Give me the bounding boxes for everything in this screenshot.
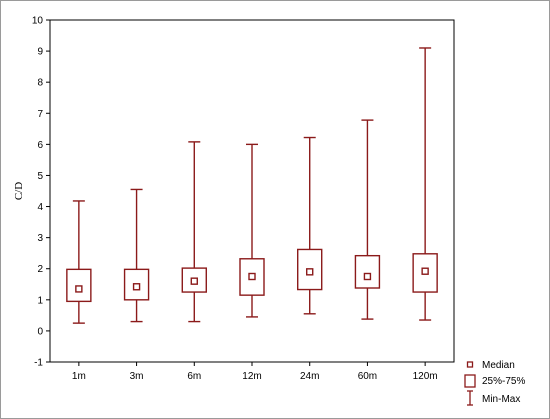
box-1m [66,200,92,324]
box-24m [297,136,323,315]
y-axis-label: C/D [13,182,25,200]
y-tick-label: 9 [37,47,43,58]
legend-median-marker [466,361,474,368]
legend: Median 25%-75% Min-Max [464,360,525,406]
y-tick-label: 5 [37,171,43,182]
iqr-box [123,268,150,301]
y-tick-label: 2 [37,264,43,275]
median-marker [132,283,141,291]
y-tick-label: -1 [34,358,43,369]
median-marker [248,272,256,281]
legend-box-label: 25%-75% [482,376,525,387]
median-marker [421,267,429,275]
iqr-box [354,254,381,289]
legend-minmax-label: Min-Max [482,394,520,405]
y-tick-label: 3 [37,233,43,244]
y-tick-label: 10 [32,16,44,27]
legend-box-marker [464,374,476,388]
y-tick-label: 1 [37,295,43,306]
y-tick-label: 4 [37,202,43,213]
boxes [66,47,438,324]
x-tick-label: 12m [242,371,261,382]
box-120m [412,47,438,321]
legend-minmax-marker [467,390,473,406]
median-marker [306,268,314,276]
legend-median-label: Median [482,360,515,371]
x-axis: 1m 3m 6m 12m 24m 60m 120m [72,362,438,382]
y-tick-label: 7 [37,109,43,120]
median-marker [190,277,198,285]
box-12m [239,143,265,318]
y-tick-label: 8 [37,78,43,89]
x-tick-label: 6m [187,371,201,382]
x-tick-label: 3m [130,371,144,382]
x-tick-label: 120m [413,371,438,382]
y-tick-label: 6 [37,140,43,151]
median-marker [75,285,83,293]
box-6m [181,141,207,323]
box-60m [354,119,381,320]
x-tick-label: 60m [358,371,377,382]
iqr-box [297,248,323,291]
box-3m [123,188,150,323]
y-axis: -1 0 1 2 3 4 5 6 7 8 9 10 [32,16,50,369]
x-tick-label: 24m [300,371,319,382]
y-tick-label: 0 [37,326,43,337]
x-tick-label: 1m [72,371,86,382]
median-marker [363,272,372,281]
